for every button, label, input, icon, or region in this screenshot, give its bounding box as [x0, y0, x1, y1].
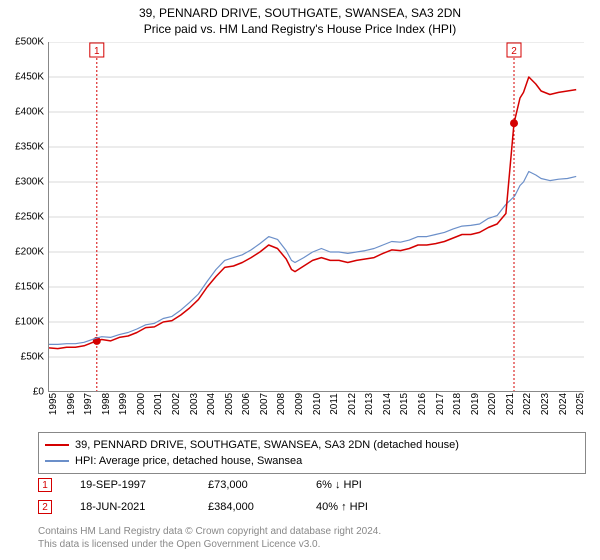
marker-number: 2 [42, 502, 48, 513]
x-tick-label: 2001 [153, 393, 164, 415]
footer-attribution: Contains HM Land Registry data © Crown c… [38, 526, 586, 551]
x-tick-label: 2016 [417, 393, 428, 415]
chart-area: £0£50K£100K£150K£200K£250K£300K£350K£400… [48, 42, 584, 392]
y-tick-label: £100K [15, 317, 44, 328]
marker-number: 1 [42, 480, 48, 491]
x-tick-label: 2003 [189, 393, 200, 415]
marker-price: £384,000 [208, 501, 288, 513]
x-tick-label: 2007 [259, 393, 270, 415]
x-tick-label: 2014 [382, 393, 393, 415]
y-tick-label: £0 [33, 387, 44, 398]
x-axis-labels: 1995199619971998199920002001200220032004… [48, 404, 584, 434]
marker-date: 19-SEP-1997 [80, 479, 180, 491]
x-tick-label: 1999 [118, 393, 129, 415]
x-tick-label: 2022 [522, 393, 533, 415]
chart-container: 39, PENNARD DRIVE, SOUTHGATE, SWANSEA, S… [0, 0, 600, 560]
x-tick-label: 1998 [101, 393, 112, 415]
x-tick-label: 1995 [48, 393, 59, 415]
line-chart: 12 [48, 42, 584, 392]
x-tick-label: 2025 [575, 393, 586, 415]
marker-date: 18-JUN-2021 [80, 501, 180, 513]
marker-delta: 40% ↑ HPI [316, 501, 368, 513]
y-tick-label: £350K [15, 142, 44, 153]
chart-subtitle: Price paid vs. HM Land Registry's House … [0, 22, 600, 36]
legend-item-price-paid: 39, PENNARD DRIVE, SOUTHGATE, SWANSEA, S… [45, 437, 579, 453]
legend-label: HPI: Average price, detached house, Swan… [75, 455, 302, 467]
x-tick-label: 2008 [276, 393, 287, 415]
x-tick-label: 2020 [487, 393, 498, 415]
x-tick-label: 2004 [206, 393, 217, 415]
x-tick-label: 2005 [224, 393, 235, 415]
x-tick-label: 2009 [294, 393, 305, 415]
marker-detail-row: 1 19-SEP-1997 £73,000 6% ↓ HPI [38, 478, 586, 492]
x-tick-label: 2002 [171, 393, 182, 415]
marker-badge: 2 [38, 500, 52, 514]
title-block: 39, PENNARD DRIVE, SOUTHGATE, SWANSEA, S… [0, 0, 600, 36]
y-tick-label: £500K [15, 37, 44, 48]
marker-price: £73,000 [208, 479, 288, 491]
legend: 39, PENNARD DRIVE, SOUTHGATE, SWANSEA, S… [38, 432, 586, 474]
x-tick-label: 2000 [136, 393, 147, 415]
marker-delta: 6% ↓ HPI [316, 479, 362, 491]
x-tick-label: 2019 [470, 393, 481, 415]
y-tick-label: £250K [15, 212, 44, 223]
footer-line: This data is licensed under the Open Gov… [38, 539, 586, 552]
svg-text:2: 2 [511, 46, 517, 57]
chart-title: 39, PENNARD DRIVE, SOUTHGATE, SWANSEA, S… [0, 6, 600, 20]
x-tick-label: 2023 [540, 393, 551, 415]
x-tick-label: 2011 [329, 393, 340, 415]
legend-swatch-icon [45, 460, 69, 462]
x-tick-label: 2012 [347, 393, 358, 415]
x-tick-label: 2024 [558, 393, 569, 415]
svg-text:1: 1 [94, 46, 100, 57]
legend-swatch-icon [45, 444, 69, 446]
marker-detail-row: 2 18-JUN-2021 £384,000 40% ↑ HPI [38, 500, 586, 514]
x-tick-label: 2015 [399, 393, 410, 415]
marker-badge: 1 [38, 478, 52, 492]
x-tick-label: 2010 [312, 393, 323, 415]
x-tick-label: 2006 [241, 393, 252, 415]
x-tick-label: 2013 [364, 393, 375, 415]
y-tick-label: £50K [21, 352, 44, 363]
x-tick-label: 2021 [505, 393, 516, 415]
y-tick-label: £450K [15, 72, 44, 83]
x-tick-label: 1996 [66, 393, 77, 415]
legend-label: 39, PENNARD DRIVE, SOUTHGATE, SWANSEA, S… [75, 439, 459, 451]
y-tick-label: £300K [15, 177, 44, 188]
y-axis-labels: £0£50K£100K£150K£200K£250K£300K£350K£400… [2, 42, 46, 392]
x-tick-label: 2017 [435, 393, 446, 415]
legend-item-hpi: HPI: Average price, detached house, Swan… [45, 453, 579, 469]
y-tick-label: £150K [15, 282, 44, 293]
x-tick-label: 1997 [83, 393, 94, 415]
y-tick-label: £200K [15, 247, 44, 258]
footer-line: Contains HM Land Registry data © Crown c… [38, 526, 586, 539]
y-tick-label: £400K [15, 107, 44, 118]
x-tick-label: 2018 [452, 393, 463, 415]
